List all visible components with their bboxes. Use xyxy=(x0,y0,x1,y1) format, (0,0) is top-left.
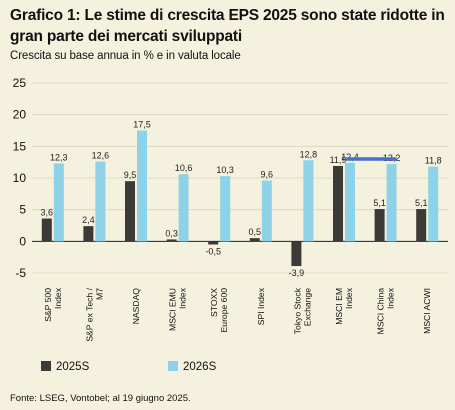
bar-2025 xyxy=(125,181,135,242)
bar-2026 xyxy=(53,163,64,242)
bar-2026 xyxy=(178,174,189,242)
chart-subtitle: Crescita su base annua in % e in valuta … xyxy=(10,50,241,62)
x-tick-label: NASDAQ xyxy=(131,288,141,325)
x-tick-label: S&P 500Index xyxy=(43,287,63,321)
bar-2025 xyxy=(416,209,427,242)
bar-2026-value-label: 10,6 xyxy=(175,163,193,173)
y-tick-label: 25 xyxy=(13,76,27,90)
bar-2026 xyxy=(386,164,397,242)
bar-2026-value-label: 12,6 xyxy=(92,151,110,161)
source-note: Fonte: LSEG, Vontobel; al 19 giugno 2025… xyxy=(10,393,191,404)
bar-2025-value-label: 9,5 xyxy=(124,170,137,180)
bar-2025 xyxy=(374,209,385,242)
y-tick-label: 20 xyxy=(13,108,27,122)
bar-2025 xyxy=(166,239,177,242)
y-tick-label: 10 xyxy=(13,171,27,185)
x-tick-label: MSCI ACWI xyxy=(422,288,432,334)
legend-swatch-2026 xyxy=(168,361,178,371)
svg-text:MSCI ACWI: MSCI ACWI xyxy=(422,288,432,334)
bar-2026 xyxy=(220,176,231,242)
svg-text:S&P ex Tech /M7: S&P ex Tech /M7 xyxy=(84,287,104,341)
svg-text:MSCI ChinaIndex: MSCI ChinaIndex xyxy=(376,287,396,334)
chart-title: Grafico 1: Le stime di crescita EPS 2025… xyxy=(10,7,445,45)
bar-2025 xyxy=(333,165,343,242)
legend-swatch-2025 xyxy=(41,361,51,371)
x-tick-label: STOXXEurope 600 xyxy=(209,288,229,333)
svg-text:NASDAQ: NASDAQ xyxy=(131,288,141,325)
bar-2026 xyxy=(428,166,439,242)
bar-2026 xyxy=(303,160,314,242)
bar-2025 xyxy=(208,241,219,245)
bar-2026-value-label: 12,8 xyxy=(300,149,318,159)
bar-2026 xyxy=(137,130,147,242)
bar-2026 xyxy=(261,180,272,242)
x-tick-label: SPI Index xyxy=(256,287,266,325)
svg-text:SPI Index: SPI Index xyxy=(256,287,266,325)
bar-2025 xyxy=(83,226,94,242)
x-tick-label: MSCI EMUIndex xyxy=(168,287,188,331)
bar-2025 xyxy=(249,238,260,242)
bar-2026-value-label: 12,3 xyxy=(50,152,68,162)
bar-2026 xyxy=(95,161,106,242)
bar-2026-value-label: 12,4 xyxy=(341,152,359,162)
bar-2025-value-label: 0,5 xyxy=(249,227,262,237)
x-tick-label: S&P ex Tech /M7 xyxy=(84,287,104,341)
svg-text:STOXXEurope 600: STOXXEurope 600 xyxy=(209,288,229,333)
x-tick-label: MSCI ChinaIndex xyxy=(376,287,396,334)
x-tick-label: Tokyo StockExchange xyxy=(292,287,312,334)
bar-2025-value-label: 11,9 xyxy=(330,155,347,165)
legend-label-2026: 2026S xyxy=(183,361,217,373)
bar-2025-value-label: 3,6 xyxy=(41,208,54,218)
y-tick-label: -5 xyxy=(15,266,26,280)
bar-2025-value-label: 5,1 xyxy=(373,198,386,208)
bar-2026 xyxy=(345,162,355,242)
bar-2026-value-label: 11,8 xyxy=(425,156,442,166)
svg-text:Tokyo StockExchange: Tokyo StockExchange xyxy=(292,287,312,334)
bar-2025 xyxy=(291,241,302,267)
y-tick-label: 15 xyxy=(13,139,27,153)
bar-2025 xyxy=(41,218,52,242)
y-tick-label: 0 xyxy=(19,234,26,248)
bar-2025-value-label: -3,9 xyxy=(289,268,305,278)
bar-2025-value-label: -0,5 xyxy=(205,247,221,257)
svg-text:MSCI EMUIndex: MSCI EMUIndex xyxy=(168,287,188,331)
svg-text:MSCI EMIndex: MSCI EMIndex xyxy=(334,287,354,324)
legend-label-2025: 2025S xyxy=(56,361,90,373)
bar-2025-value-label: 5,1 xyxy=(415,198,428,208)
bar-2025-value-label: 0,3 xyxy=(165,228,178,238)
bar-2026-value-label: 17,5 xyxy=(133,120,151,130)
bar-2026-value-label: 9,6 xyxy=(261,170,274,180)
bar-2025-value-label: 2,4 xyxy=(82,215,95,225)
bar-2026-value-label: 10,3 xyxy=(216,165,234,175)
svg-text:S&P 500Index: S&P 500Index xyxy=(43,287,63,321)
y-tick-label: 5 xyxy=(19,203,26,217)
x-tick-label: MSCI EMIndex xyxy=(334,287,354,324)
